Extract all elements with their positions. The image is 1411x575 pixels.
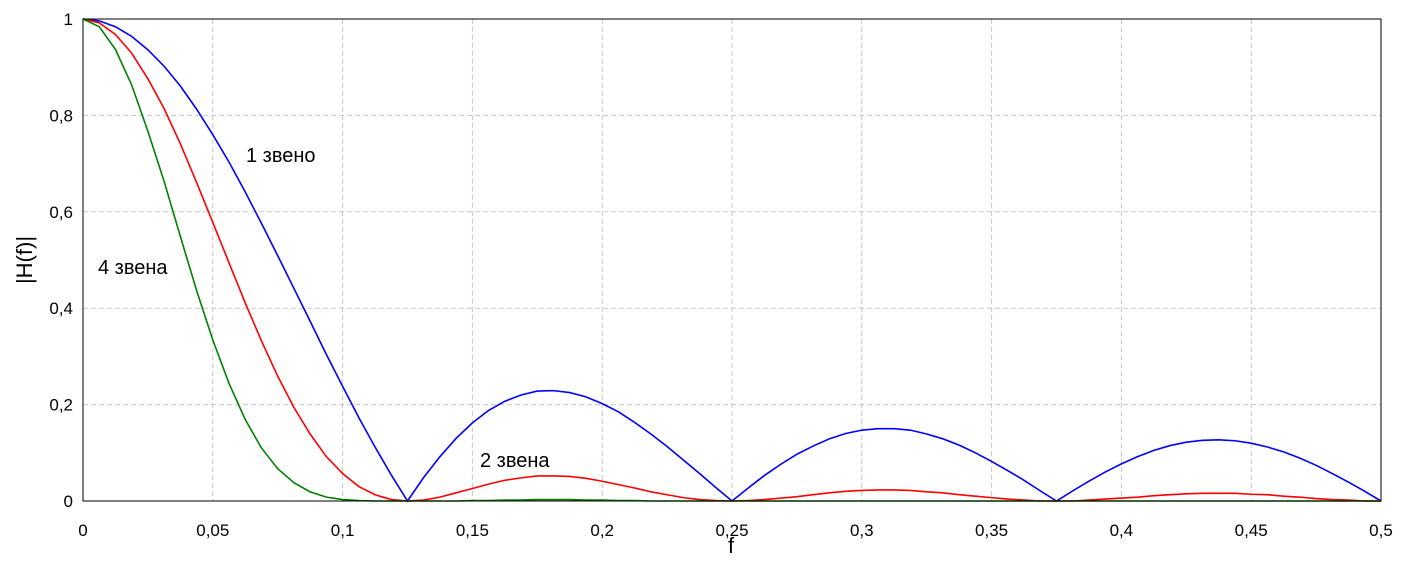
x-tick-label: 0,05 [196, 521, 229, 540]
y-tick-label: 0 [64, 492, 73, 511]
annotation: 4 звена [98, 257, 168, 279]
x-tick-label: 0,4 [1110, 521, 1134, 540]
plot-frame [82, 18, 1382, 502]
y-tick-label: 0,8 [49, 106, 73, 125]
y-tick-label: 0,4 [49, 299, 73, 318]
x-tick-label: 0,2 [590, 521, 614, 540]
y-tick-label: 0,2 [49, 396, 73, 415]
x-axis-label: f [728, 533, 735, 558]
x-tick-label: 0,3 [850, 521, 874, 540]
x-tick-label: 0,45 [1235, 521, 1268, 540]
x-tick-label: 0,1 [331, 521, 355, 540]
x-tick-label: 0,35 [975, 521, 1008, 540]
x-tick-label: 0,15 [456, 521, 489, 540]
annotation: 1 звено [246, 145, 316, 167]
annotation: 2 звена [480, 450, 550, 472]
x-tick-label: 0,25 [715, 521, 748, 540]
y-axis-label: |H(f)| [12, 236, 37, 284]
y-tick-label: 0,6 [49, 203, 73, 222]
x-tick-label: 0,5 [1369, 521, 1393, 540]
y-tick-label: 1 [64, 10, 73, 29]
x-tick-label: 0 [78, 521, 87, 540]
